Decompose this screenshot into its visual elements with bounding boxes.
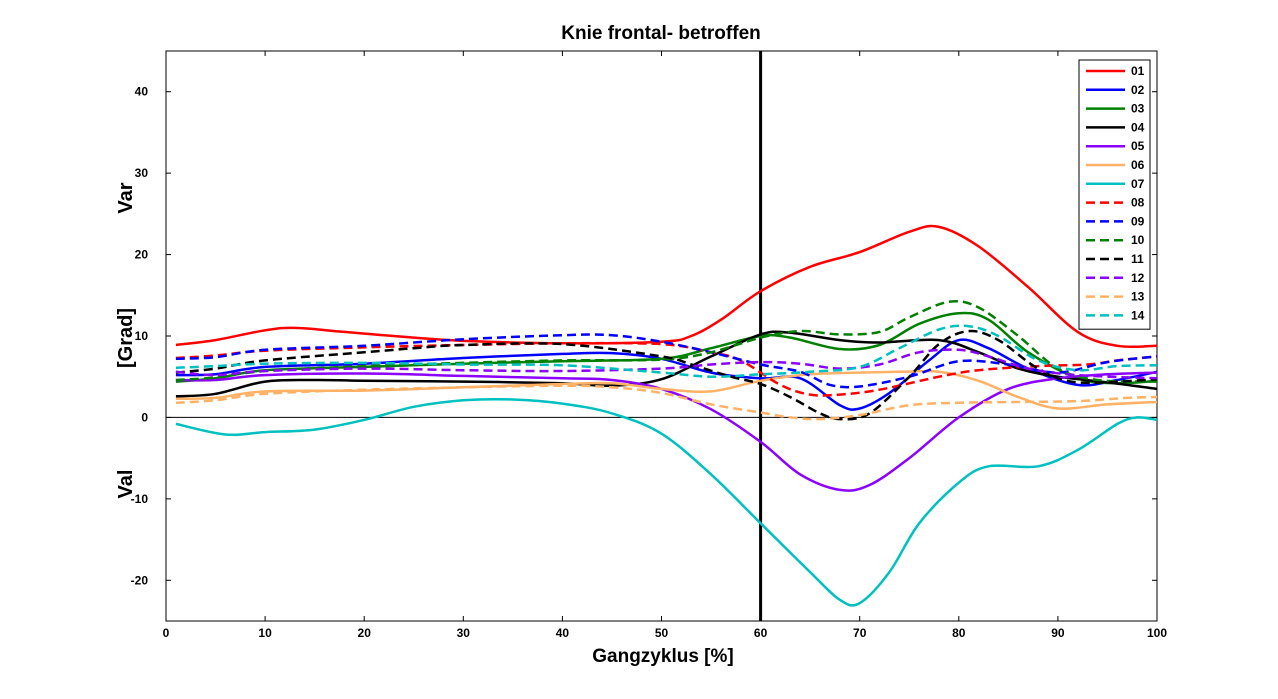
x-tick-label: 70	[853, 626, 867, 640]
y-axis-label-grad: [Grad]	[115, 308, 137, 368]
legend: 01 02 03 04 05 06 07 08 09 10 11 12 13 14	[1078, 59, 1151, 330]
y-tick-label: 0	[141, 410, 148, 424]
series-line-11	[175, 329, 1158, 421]
x-tick-label: 30	[457, 626, 471, 640]
legend-label-05: 05	[1131, 139, 1145, 153]
y-tick-label: 40	[135, 85, 149, 99]
x-tick-label: 80	[952, 626, 966, 640]
legend-label-09: 09	[1131, 214, 1145, 228]
legend-label-11: 11	[1131, 252, 1144, 266]
legend-label-03: 03	[1131, 102, 1145, 116]
legend-label-08: 08	[1131, 196, 1145, 210]
x-tick-label: 10	[258, 626, 272, 640]
series-group	[175, 224, 1158, 607]
x-tick-label: 20	[358, 626, 372, 640]
series-line-04	[175, 330, 1158, 398]
plot-area	[165, 50, 1158, 622]
legend-label-14: 14	[1131, 308, 1145, 322]
chart-title: Knie frontal- betroffen	[561, 23, 761, 44]
x-tick-label: 50	[655, 626, 669, 640]
x-tick-label: 90	[1051, 626, 1065, 640]
y-tick-label: -10	[131, 492, 149, 506]
x-axis-label: Gangzyklus [%]	[592, 646, 733, 667]
series-line-10	[175, 299, 1158, 383]
y-axis-label-var: Var	[115, 182, 137, 213]
legend-box	[1078, 59, 1151, 330]
x-tick-label: 0	[163, 626, 170, 640]
y-tick-label: 30	[135, 166, 149, 180]
x-tick-label: 60	[754, 626, 768, 640]
legend-label-02: 02	[1131, 83, 1145, 97]
legend-label-01: 01	[1131, 64, 1145, 78]
series-line-12	[175, 348, 1158, 380]
legend-label-10: 10	[1131, 233, 1145, 247]
x-tick-label: 100	[1147, 626, 1167, 640]
legend-label-13: 13	[1131, 290, 1145, 304]
y-tick-label: 10	[135, 329, 149, 343]
y-tick-label: 20	[135, 248, 149, 262]
series-line-01	[175, 224, 1158, 349]
series-line-09	[175, 333, 1158, 389]
legend-label-04: 04	[1131, 120, 1145, 134]
series-line-13	[175, 384, 1158, 421]
legend-label-06: 06	[1131, 158, 1145, 172]
x-tick-label: 40	[556, 626, 570, 640]
series-line-07	[175, 397, 1158, 607]
y-tick-label: -20	[131, 573, 149, 587]
y-axis-label-val: Val	[115, 470, 137, 499]
legend-label-07: 07	[1131, 177, 1145, 191]
series-line-14	[175, 324, 1158, 378]
series-line-05	[175, 371, 1158, 492]
legend-label-12: 12	[1131, 271, 1145, 285]
